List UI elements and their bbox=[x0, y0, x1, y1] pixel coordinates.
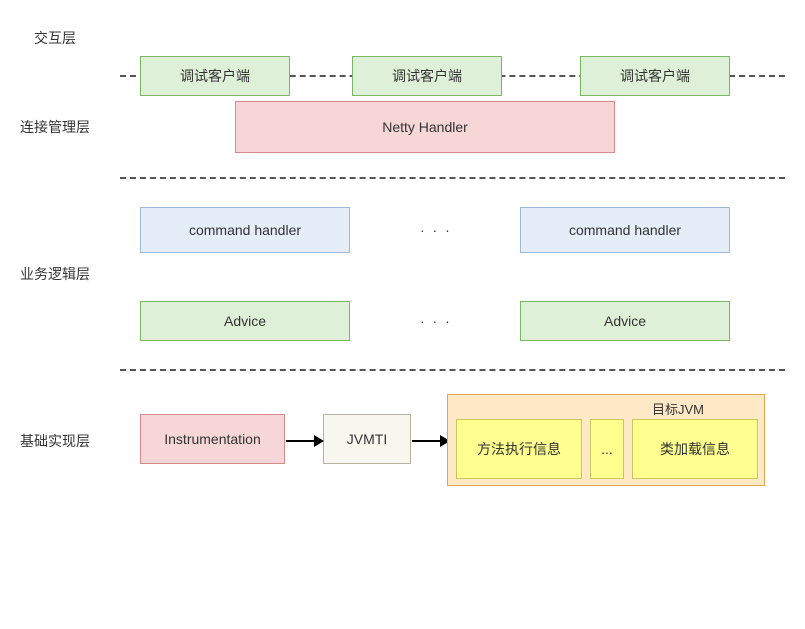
arrow-icon bbox=[286, 435, 324, 447]
layer2-content: Netty Handler bbox=[110, 101, 805, 153]
layer-business: 业务逻辑层 command handler command handler · · … bbox=[0, 179, 805, 369]
layer3-content: command handler command handler · · · Advi… bbox=[110, 179, 805, 369]
diagram-box: 调试客户端 bbox=[580, 56, 730, 96]
layer-foundation: 基础实现层 Instrumentation JVMTI 目标JVM 方法执行信息...… bbox=[0, 371, 805, 511]
jvm-title: 目标JVM bbox=[652, 399, 704, 418]
jvm-container: 目标JVM 方法执行信息...类加载信息 bbox=[447, 394, 765, 486]
layer-label-3: 业务逻辑层 bbox=[0, 264, 110, 284]
diagram-box: 调试客户端 bbox=[140, 56, 290, 96]
layer3-row-1: Advice Advice · · · bbox=[110, 301, 785, 341]
jvm-inner-box: 方法执行信息 bbox=[456, 419, 582, 479]
diagram-box: Advice bbox=[520, 301, 730, 341]
diagram-box: Advice bbox=[140, 301, 350, 341]
layer4-content: Instrumentation JVMTI 目标JVM 方法执行信息...类加载信息 bbox=[110, 386, 805, 496]
diagram-box: Instrumentation bbox=[140, 414, 285, 464]
layer-label-1: 交互层 bbox=[0, 28, 110, 48]
arrow-icon bbox=[412, 435, 450, 447]
layer3-row-0: command handler command handler · · · bbox=[110, 207, 785, 253]
diagram-box: 调试客户端 bbox=[352, 56, 502, 96]
jvm-inner-box: 类加载信息 bbox=[632, 419, 758, 479]
ellipsis: · · · bbox=[420, 313, 452, 329]
ellipsis: · · · bbox=[420, 222, 452, 238]
layer-label-4: 基础实现层 bbox=[0, 431, 110, 451]
layer-interaction: 交互层 调试客户端调试客户端调试客户端 bbox=[0, 0, 805, 75]
diagram-box: Netty Handler bbox=[235, 101, 615, 153]
diagram-box: command handler bbox=[140, 207, 350, 253]
layer-label-2: 连接管理层 bbox=[0, 117, 110, 137]
diagram-box: command handler bbox=[520, 207, 730, 253]
jvm-inner-box: ... bbox=[590, 419, 624, 479]
diagram-box: JVMTI bbox=[323, 414, 411, 464]
